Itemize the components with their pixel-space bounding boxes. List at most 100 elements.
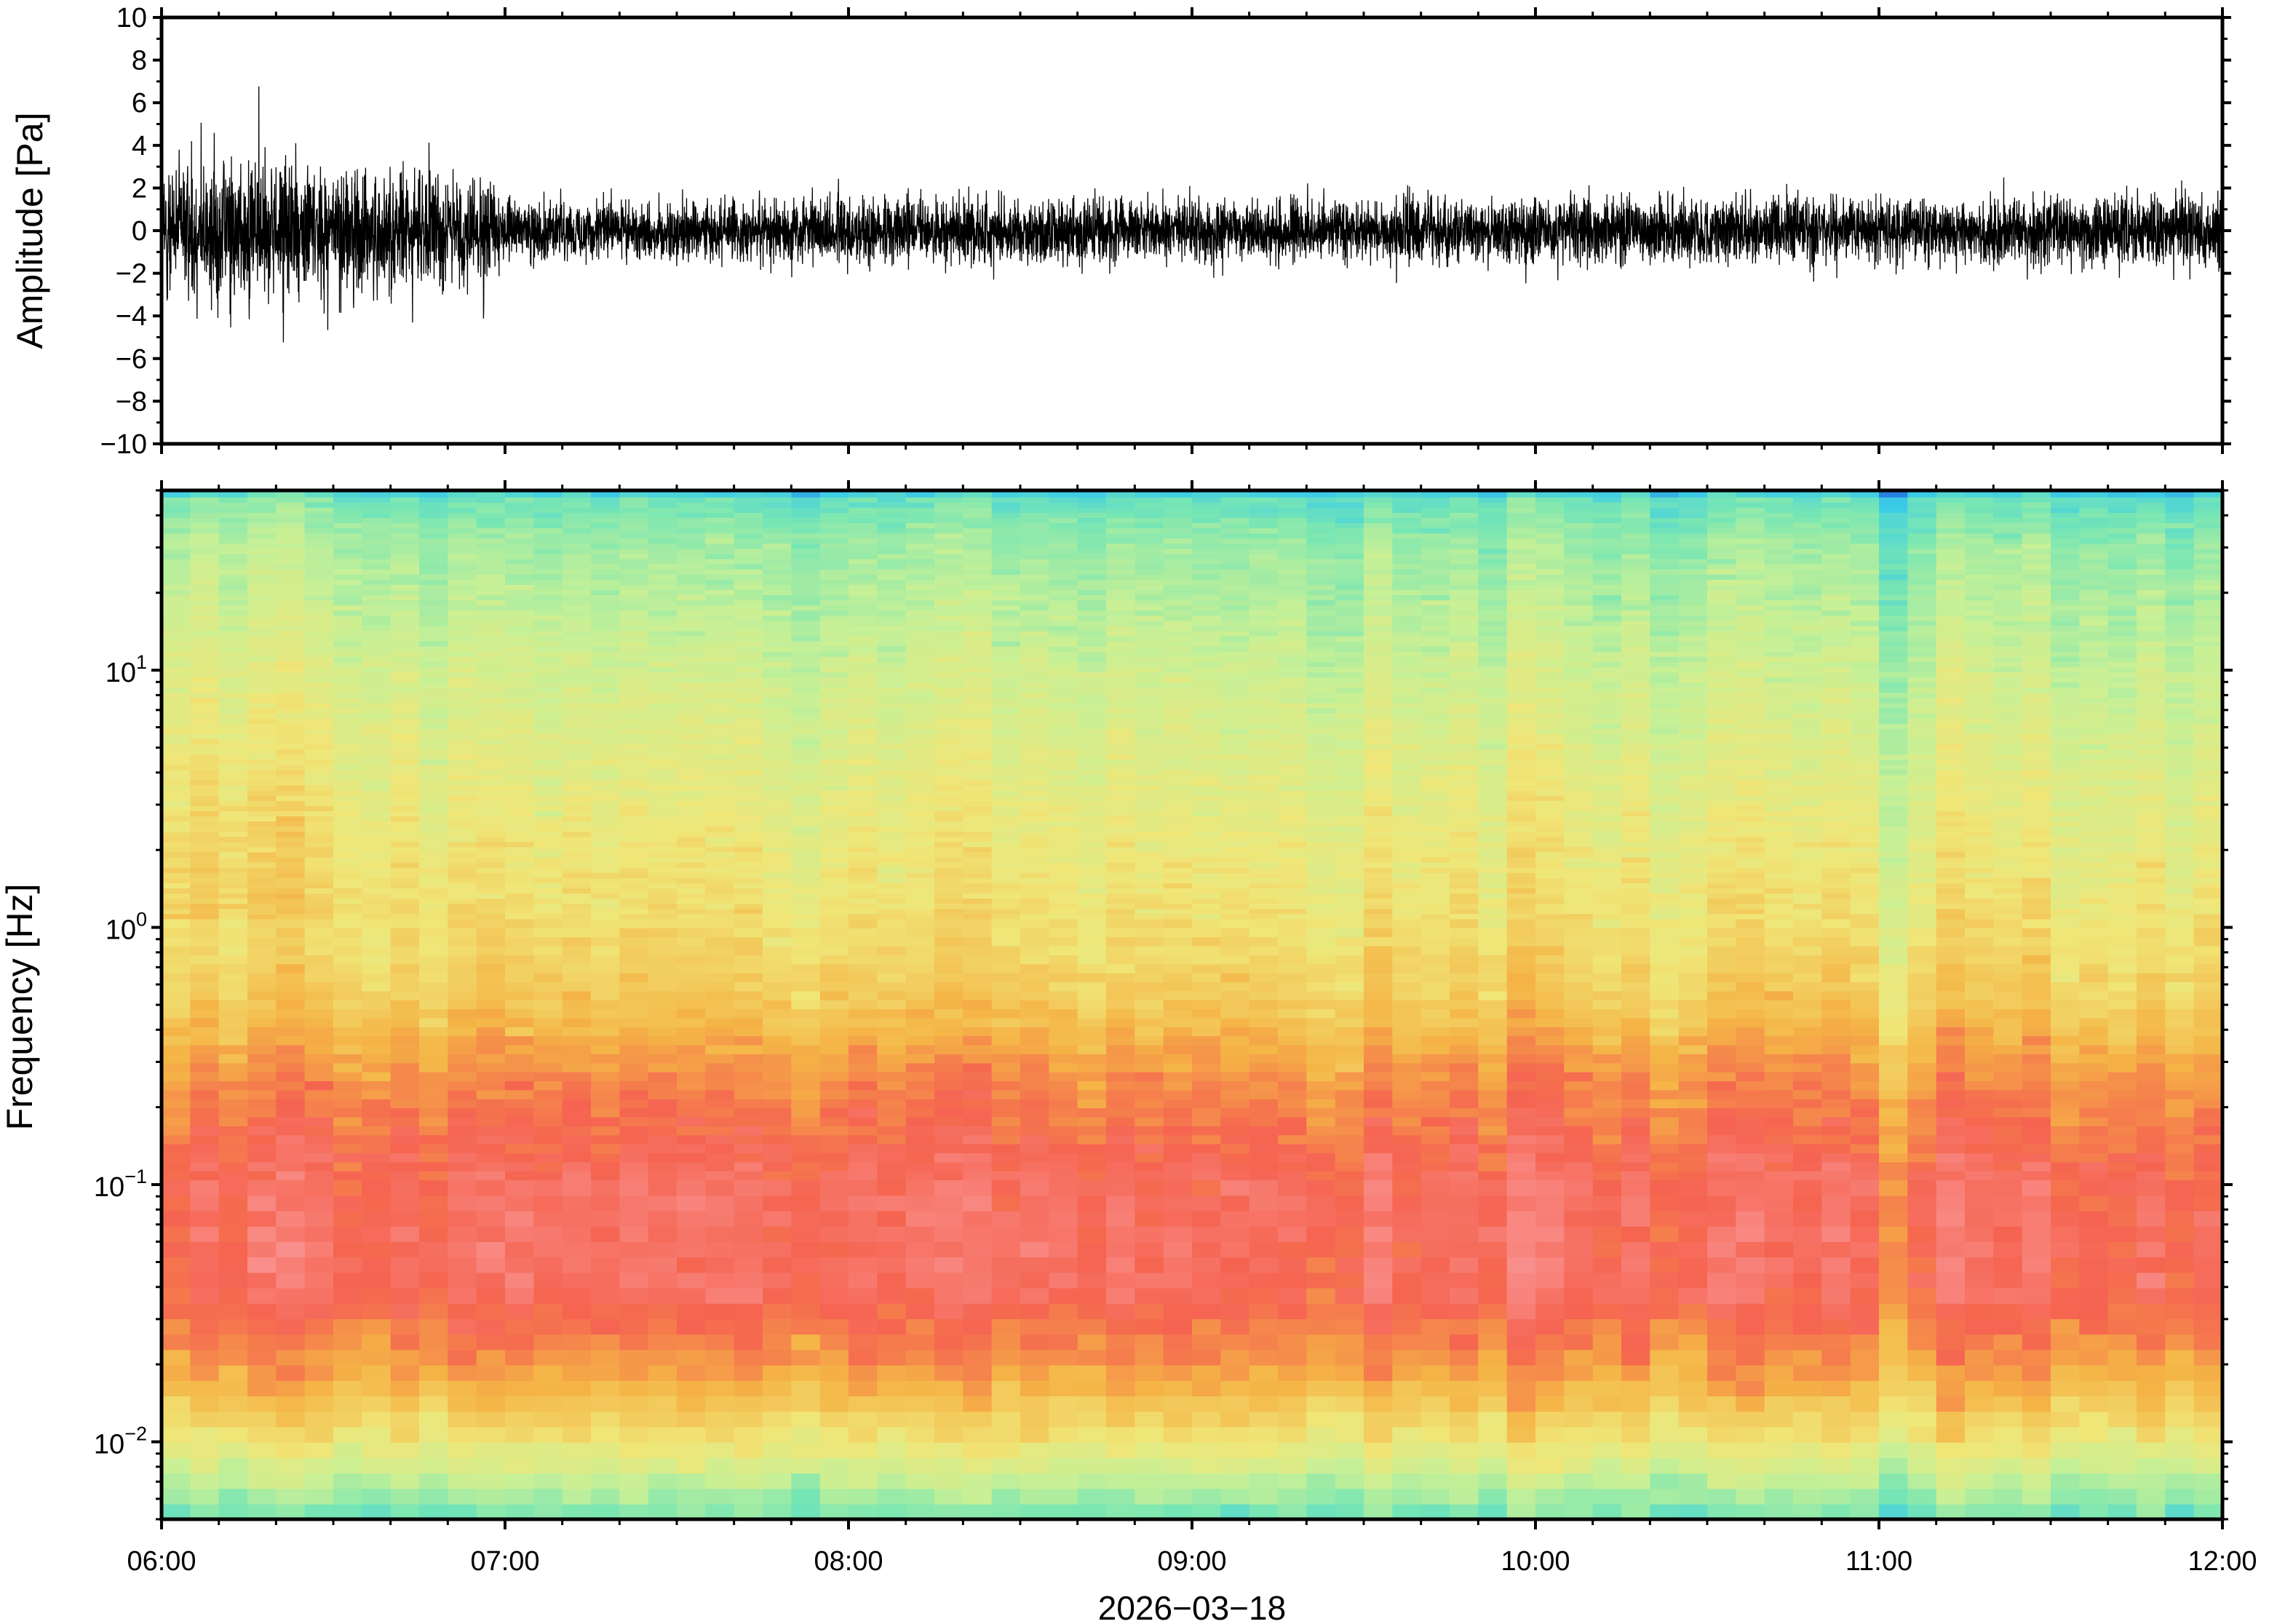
spectrogram-cell (562, 650, 592, 657)
spectrogram-cell (819, 1457, 849, 1474)
spectrogram-cell (162, 568, 191, 575)
spectrogram-cell (791, 1008, 821, 1019)
spectrogram-cell (276, 754, 306, 760)
spectrogram-cell (390, 913, 420, 920)
spectrogram-cell (791, 1396, 821, 1412)
spectrogram-cell (247, 764, 277, 771)
spectrogram-cell (877, 1364, 907, 1381)
spectrogram-cell (419, 553, 449, 560)
spectrogram-cell (991, 856, 1021, 863)
spectrogram-cell (763, 1062, 792, 1072)
spectrogram-cell (677, 1457, 707, 1474)
spectrogram-cell (390, 672, 420, 678)
spectrogram-cell (1049, 936, 1078, 947)
spectrogram-cell (1049, 784, 1078, 791)
spectrogram-cell (1049, 877, 1078, 883)
spectrogram-cell (190, 867, 220, 873)
spectrogram-cell (1077, 759, 1107, 765)
spectrogram-cell (677, 800, 707, 806)
spectrogram-cell (1077, 528, 1107, 534)
spectrogram-cell (648, 728, 677, 734)
spectrogram-cell (591, 1411, 621, 1428)
spectrogram-cell (905, 666, 935, 672)
spectrogram-cell (734, 1411, 763, 1428)
spectrogram-cell (849, 589, 878, 595)
spectrogram-cell (362, 707, 392, 714)
spectrogram-cell (247, 972, 277, 982)
spectrogram-cell (905, 692, 935, 698)
spectrogram-cell (1163, 821, 1193, 827)
spectrogram-cell (991, 999, 1021, 1010)
spectrogram-cell (448, 717, 477, 724)
spectrogram-cell (1077, 1116, 1107, 1126)
spectrogram-cell (591, 1488, 621, 1505)
spectrogram-cell (362, 594, 392, 601)
spectrogram-cell (591, 630, 621, 637)
spectrogram-cell (963, 826, 993, 832)
spectrogram-cell (1049, 893, 1078, 899)
spectrogram-cell (218, 1008, 248, 1019)
spectrogram-cell (619, 707, 649, 714)
spectrogram-cell (276, 661, 306, 667)
spectrogram-cell (1020, 856, 1050, 863)
spectrogram-cell (419, 831, 449, 837)
spectrogram-cell (934, 635, 964, 642)
spectrogram-cell (562, 496, 592, 503)
spectrogram-cell (763, 982, 792, 992)
spectrogram-cell (190, 1503, 220, 1520)
spectrogram-cell (247, 800, 277, 806)
spectrogram-cell (1077, 811, 1107, 816)
spectrogram-cell (533, 982, 563, 992)
spectrogram-cell (905, 533, 935, 539)
spectrogram-cell (648, 558, 677, 565)
spectrogram-cell (1163, 548, 1193, 554)
spectrogram-cell (849, 563, 878, 570)
spectrogram-cell (619, 1153, 649, 1163)
spectrogram-cell (963, 672, 993, 678)
spectrogram-cell (476, 600, 506, 606)
spectrogram-cell (763, 769, 792, 776)
spectrogram-cell (677, 1080, 707, 1091)
spectrogram-cell (276, 1396, 306, 1412)
spectrogram-cell (991, 918, 1021, 928)
spectrogram-cell (1163, 903, 1193, 909)
spectrogram-cell (505, 1364, 535, 1381)
spectrogram-cell (677, 1143, 707, 1154)
spectrogram-cell (562, 723, 592, 729)
spectrogram-cell (333, 640, 363, 647)
spectrogram-cell (734, 501, 763, 508)
spectrogram-cell (934, 913, 964, 920)
spectrogram-cell (1163, 1441, 1193, 1458)
waveform-x-ticks (160, 7, 2224, 454)
spectrogram-cell (276, 682, 306, 688)
spectrogram-cell (1106, 620, 1136, 626)
spectrogram-cell (1049, 1134, 1078, 1145)
spectrogram-cell (619, 620, 649, 626)
spectrogram-cell (533, 744, 563, 750)
spectrogram-cell (247, 1503, 277, 1520)
spectrogram-cell (1163, 625, 1193, 632)
spectrogram-cell (362, 1241, 392, 1258)
spectrogram-cell (1106, 507, 1136, 513)
spectrogram-cell (991, 1143, 1021, 1154)
spectrogram-cell (1163, 661, 1193, 667)
spectrogram-cell (162, 1210, 191, 1227)
spectrogram-cell (819, 754, 849, 760)
spectrogram-cell (247, 872, 277, 878)
spectrogram-cell (448, 867, 477, 873)
spectrogram-cell (276, 739, 306, 744)
spectrogram-cell (934, 861, 964, 868)
spectrogram-cell (362, 805, 392, 811)
spectrogram-cell (476, 1071, 506, 1082)
spectrogram-cell (448, 605, 477, 611)
spectrogram-cell (877, 517, 907, 523)
spectrogram-cell (333, 816, 363, 822)
spectrogram-cell (648, 707, 677, 714)
spectrogram-cell (1077, 692, 1107, 698)
spectrogram-cell (905, 739, 935, 744)
spectrogram-cell (419, 779, 449, 786)
spectrogram-cell (1020, 1334, 1050, 1350)
spectrogram-cell (190, 1210, 220, 1227)
spectrogram-cell (791, 903, 821, 909)
